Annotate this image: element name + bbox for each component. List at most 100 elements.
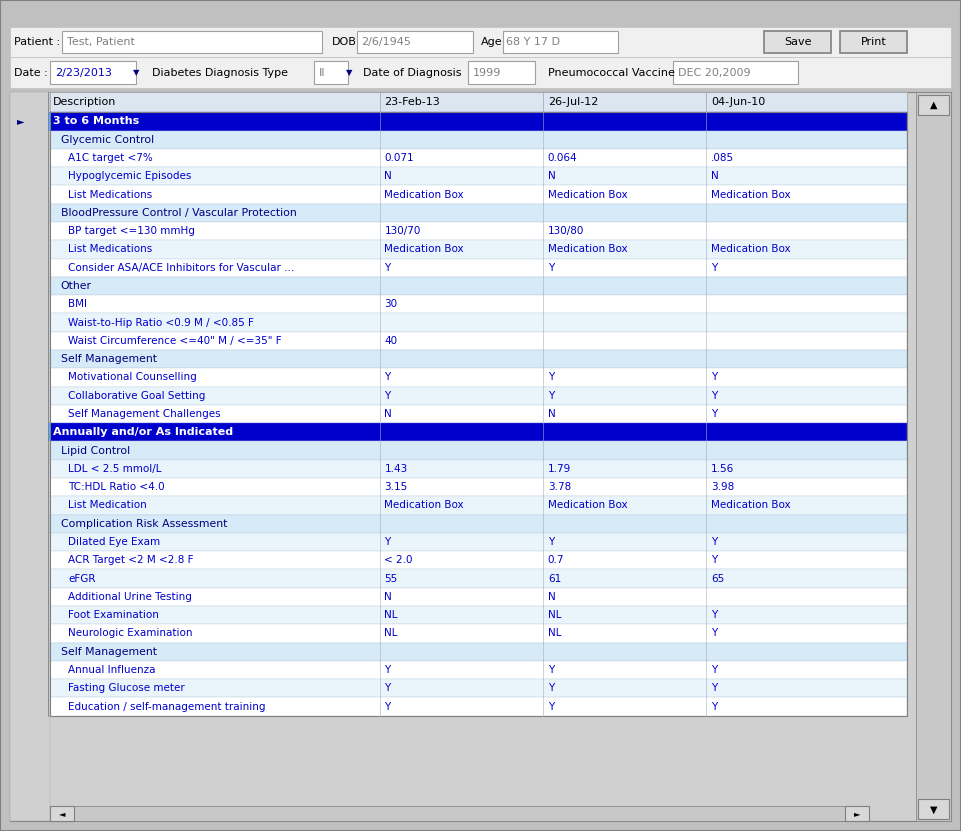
Text: N: N xyxy=(384,409,392,419)
Bar xyxy=(10,27,951,57)
Bar xyxy=(10,92,50,821)
Text: N: N xyxy=(548,409,555,419)
Text: < 2.0: < 2.0 xyxy=(384,555,413,565)
Text: Medication Box: Medication Box xyxy=(711,189,791,199)
Text: Y: Y xyxy=(711,372,718,382)
Text: Annual Influenza: Annual Influenza xyxy=(68,665,156,675)
Bar xyxy=(50,661,907,679)
Bar xyxy=(50,350,907,368)
Text: eFGR: eFGR xyxy=(68,573,96,583)
Text: Save: Save xyxy=(784,37,811,47)
Text: N: N xyxy=(384,592,392,602)
Text: Y: Y xyxy=(711,610,718,620)
Text: A1C target <7%: A1C target <7% xyxy=(68,153,153,163)
Text: 1.43: 1.43 xyxy=(384,464,407,474)
Text: DEC 20,2009: DEC 20,2009 xyxy=(678,67,751,78)
Text: Glycemic Control: Glycemic Control xyxy=(61,135,154,145)
Text: 130/70: 130/70 xyxy=(384,226,421,236)
Text: Y: Y xyxy=(384,683,391,693)
Text: Patient :: Patient : xyxy=(14,37,61,47)
Text: Waist-to-Hip Ratio <0.9 M / <0.85 F: Waist-to-Hip Ratio <0.9 M / <0.85 F xyxy=(68,317,254,327)
Text: Medication Box: Medication Box xyxy=(548,189,628,199)
Text: Medication Box: Medication Box xyxy=(711,244,791,254)
Bar xyxy=(314,61,348,84)
Text: Neurologic Examination: Neurologic Examination xyxy=(68,628,193,638)
Text: Diabetes Diagnosis Type: Diabetes Diagnosis Type xyxy=(152,67,288,78)
Bar xyxy=(50,606,907,624)
Text: Print: Print xyxy=(861,37,886,47)
Text: BMI: BMI xyxy=(68,299,87,309)
Text: Y: Y xyxy=(548,391,554,401)
Text: Y: Y xyxy=(711,537,718,547)
Bar xyxy=(50,624,907,642)
Text: 2/23/2013: 2/23/2013 xyxy=(55,67,111,78)
Text: Consider ASA/ACE Inhibitors for Vascular ...: Consider ASA/ACE Inhibitors for Vascular… xyxy=(68,263,294,273)
Text: 30: 30 xyxy=(384,299,398,309)
Text: Y: Y xyxy=(711,263,718,273)
Text: Y: Y xyxy=(384,537,391,547)
Text: 1.56: 1.56 xyxy=(711,464,734,474)
Text: 2/6/1945: 2/6/1945 xyxy=(361,37,411,47)
Bar xyxy=(50,112,907,130)
Text: Medication Box: Medication Box xyxy=(548,244,628,254)
Bar xyxy=(50,368,907,386)
Text: Y: Y xyxy=(548,372,554,382)
Text: TC:HDL Ratio <4.0: TC:HDL Ratio <4.0 xyxy=(68,482,165,492)
Text: Y: Y xyxy=(711,628,718,638)
Text: Y: Y xyxy=(384,665,391,675)
Text: Motivational Counselling: Motivational Counselling xyxy=(68,372,197,382)
Text: Medication Box: Medication Box xyxy=(384,244,464,254)
Text: Y: Y xyxy=(711,665,718,675)
Text: List Medications: List Medications xyxy=(68,189,153,199)
Bar xyxy=(468,61,535,84)
Bar xyxy=(50,112,907,715)
Bar xyxy=(357,31,473,53)
Bar xyxy=(48,423,50,441)
Bar xyxy=(50,405,907,423)
Text: Medication Box: Medication Box xyxy=(384,189,464,199)
Bar xyxy=(503,31,618,53)
Text: 3 to 6 Months: 3 to 6 Months xyxy=(53,116,139,126)
Text: 0.064: 0.064 xyxy=(548,153,578,163)
Text: Dilated Eye Exam: Dilated Eye Exam xyxy=(68,537,160,547)
Text: Education / self-management training: Education / self-management training xyxy=(68,701,266,711)
Text: 68 Y 17 D: 68 Y 17 D xyxy=(506,37,560,47)
Bar xyxy=(50,149,907,167)
Text: 40: 40 xyxy=(384,336,398,346)
Bar xyxy=(50,441,907,460)
Text: List Medications: List Medications xyxy=(68,244,153,254)
Text: Y: Y xyxy=(384,372,391,382)
Text: Self Management: Self Management xyxy=(61,354,157,364)
Bar xyxy=(10,92,951,821)
Bar xyxy=(50,460,907,478)
Bar xyxy=(50,569,907,588)
Text: NL: NL xyxy=(384,610,398,620)
Bar xyxy=(918,95,949,115)
Text: ▲: ▲ xyxy=(930,100,937,110)
Text: Date :: Date : xyxy=(14,67,48,78)
Bar xyxy=(50,240,907,258)
Text: Y: Y xyxy=(548,263,554,273)
Text: NL: NL xyxy=(548,628,561,638)
Text: 0.7: 0.7 xyxy=(548,555,564,565)
Text: Test, Patient: Test, Patient xyxy=(67,37,136,47)
Text: 04-Jun-10: 04-Jun-10 xyxy=(711,97,765,107)
Text: Y: Y xyxy=(384,391,391,401)
Text: Y: Y xyxy=(384,263,391,273)
Bar xyxy=(50,588,907,606)
Bar xyxy=(50,258,907,277)
Bar xyxy=(62,31,322,53)
Text: Lipid Control: Lipid Control xyxy=(61,445,130,455)
Text: ▼: ▼ xyxy=(346,68,353,77)
Text: Medication Box: Medication Box xyxy=(384,500,464,510)
Bar xyxy=(50,167,907,185)
Text: Annually and/or As Indicated: Annually and/or As Indicated xyxy=(53,427,233,437)
Bar xyxy=(10,57,951,88)
Bar xyxy=(50,130,907,149)
Text: 3.15: 3.15 xyxy=(384,482,407,492)
Text: 1999: 1999 xyxy=(473,67,502,78)
Text: N: N xyxy=(711,171,719,181)
Text: ACR Target <2 M <2.8 F: ACR Target <2 M <2.8 F xyxy=(68,555,194,565)
Text: Self Management: Self Management xyxy=(61,647,157,656)
Bar xyxy=(916,92,951,821)
